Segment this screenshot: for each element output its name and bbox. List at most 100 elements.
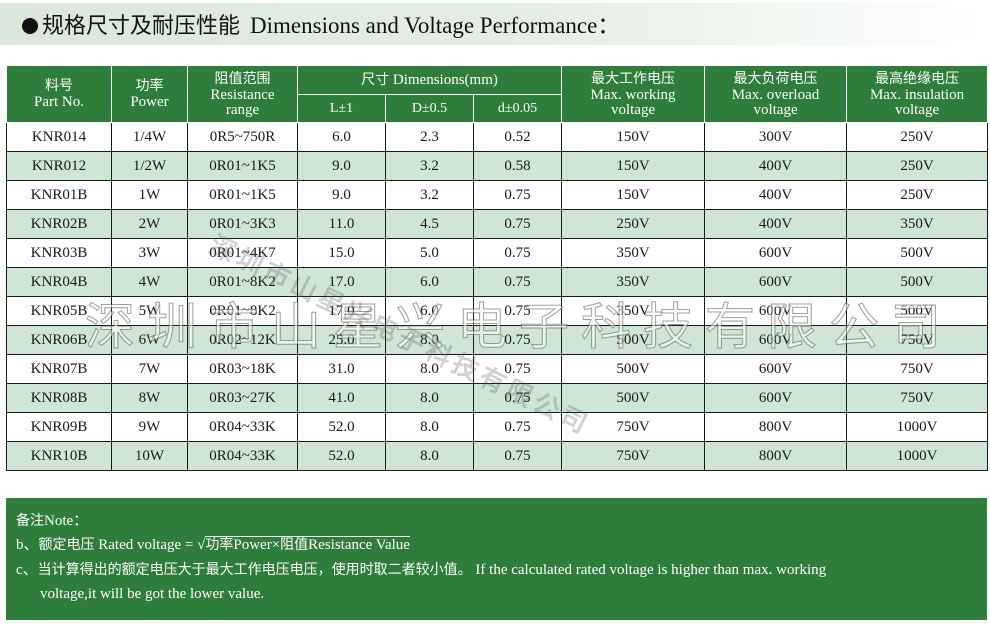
cell-power: 7W — [111, 354, 188, 384]
spec-table-body: KNR014 1/4W 0R5~750R 6.0 2.3 0.52 150V 300V 250V… — [6, 122, 989, 471]
cell-diameter: 4.5 — [385, 209, 474, 239]
cell-resistance: 0R04~33K — [187, 412, 298, 442]
cell-lead-diameter: 0.75 — [472, 180, 563, 210]
cell-working-voltage: 500V — [561, 383, 706, 413]
cell-overload-voltage: 800V — [704, 441, 848, 471]
cell-length: 17.0 — [297, 267, 386, 297]
cell-diameter: 3.2 — [385, 180, 474, 210]
cell-length: 52.0 — [297, 412, 386, 442]
header-max-insulation-voltage: 最高绝缘电压 Max. insulation voltage — [846, 65, 989, 123]
notes-box: 备注Note： b、额定电压 Rated voltage = √功率Power×… — [6, 498, 987, 620]
cell-working-voltage: 500V — [561, 325, 706, 355]
cell-insulation-voltage: 500V — [846, 267, 989, 297]
cell-part-no: KNR10B — [6, 441, 112, 471]
cell-part-no: KNR014 — [6, 122, 112, 152]
bullet-icon — [22, 18, 38, 34]
cell-length: 11.0 — [297, 209, 386, 239]
cell-part-no: KNR03B — [6, 238, 112, 268]
cell-insulation-voltage: 1000V — [846, 412, 989, 442]
cell-lead-diameter: 0.75 — [472, 296, 563, 326]
cell-overload-voltage: 600V — [704, 267, 848, 297]
cell-length: 6.0 — [297, 122, 386, 152]
cell-resistance: 0R03~18K — [187, 354, 298, 384]
table-row: KNR02B 2W 0R01~3K3 11.0 4.5 0.75 250V 400V 350V — [6, 209, 989, 239]
cell-insulation-voltage: 500V — [846, 238, 989, 268]
cell-power: 10W — [111, 441, 188, 471]
table-row: KNR08B 8W 0R03~27K 41.0 8.0 0.75 500V 600V 750V — [6, 383, 989, 413]
cell-working-voltage: 350V — [561, 296, 706, 326]
cell-power: 8W — [111, 383, 188, 413]
cell-overload-voltage: 300V — [704, 122, 848, 152]
cell-length: 31.0 — [297, 354, 386, 384]
cell-power: 5W — [111, 296, 188, 326]
title-en: Dimensions and Voltage Performance： — [250, 13, 621, 38]
table-row: KNR10B 10W 0R04~33K 52.0 8.0 0.75 750V 800V 1000… — [6, 441, 989, 471]
cell-part-no: KNR04B — [6, 267, 112, 297]
cell-resistance: 0R04~33K — [187, 441, 298, 471]
table-row: KNR04B 4W 0R01~8K2 17.0 6.0 0.75 350V 600V 500V — [6, 267, 989, 297]
cell-lead-diameter: 0.58 — [472, 151, 563, 181]
cell-insulation-voltage: 250V — [846, 180, 989, 210]
cell-part-no: KNR06B — [6, 325, 112, 355]
cell-part-no: KNR05B — [6, 296, 112, 326]
cell-working-voltage: 250V — [561, 209, 706, 239]
cell-working-voltage: 750V — [561, 441, 706, 471]
cell-insulation-voltage: 1000V — [846, 441, 989, 471]
spec-table: 料号 Part No. 功率 Power 阻值范围 Resistance range 尺… — [6, 65, 989, 471]
cell-length: 15.0 — [297, 238, 386, 268]
cell-overload-voltage: 600V — [704, 296, 848, 326]
cell-overload-voltage: 400V — [704, 180, 848, 210]
cell-lead-diameter: 0.75 — [472, 412, 563, 442]
cell-power: 1/2W — [111, 151, 188, 181]
cell-lead-diameter: 0.75 — [472, 267, 563, 297]
cell-insulation-voltage: 750V — [846, 383, 989, 413]
title-zh: 规格尺寸及耐压性能 — [42, 14, 241, 39]
cell-working-voltage: 150V — [561, 151, 706, 181]
cell-insulation-voltage: 500V — [846, 296, 989, 326]
cell-part-no: KNR01B — [6, 180, 112, 210]
header-resistance: 阻值范围 Resistance range — [187, 65, 298, 123]
cell-diameter: 8.0 — [385, 441, 474, 471]
cell-overload-voltage: 600V — [704, 238, 848, 268]
cell-part-no: KNR012 — [6, 151, 112, 181]
cell-overload-voltage: 600V — [704, 383, 848, 413]
cell-overload-voltage: 600V — [704, 354, 848, 384]
cell-length: 17.0 — [297, 296, 386, 326]
table-row: KNR03B 3W 0R01~4K7 15.0 5.0 0.75 350V 600V 500V — [6, 238, 989, 268]
cell-insulation-voltage: 750V — [846, 354, 989, 384]
cell-working-voltage: 500V — [561, 354, 706, 384]
cell-length: 9.0 — [297, 180, 386, 210]
cell-lead-diameter: 0.75 — [472, 383, 563, 413]
cell-resistance: 0R01~3K3 — [187, 209, 298, 239]
cell-part-no: KNR08B — [6, 383, 112, 413]
cell-diameter: 8.0 — [385, 325, 474, 355]
cell-insulation-voltage: 250V — [846, 151, 989, 181]
cell-insulation-voltage: 750V — [846, 325, 989, 355]
cell-power: 4W — [111, 267, 188, 297]
cell-diameter: 8.0 — [385, 354, 474, 384]
cell-working-voltage: 150V — [561, 122, 706, 152]
header-max-overload-voltage: 最大负荷电压 Max. overload voltage — [704, 65, 848, 123]
cell-lead-diameter: 0.75 — [472, 209, 563, 239]
cell-power: 3W — [111, 238, 188, 268]
cell-length: 41.0 — [297, 383, 386, 413]
header-lead-diameter: d±0.05 — [472, 94, 563, 123]
table-row: KNR05B 5W 0R01~8K2 17.0 6.0 0.75 350V 600V 500V — [6, 296, 989, 326]
notes-heading: 备注Note： — [16, 513, 89, 529]
page-title: 规格尺寸及耐压性能 Dimensions and Voltage Performa… — [22, 13, 620, 40]
cell-power: 1/4W — [111, 122, 188, 152]
title-bar: 规格尺寸及耐压性能 Dimensions and Voltage Performa… — [0, 3, 990, 45]
cell-diameter: 2.3 — [385, 122, 474, 152]
cell-power: 9W — [111, 412, 188, 442]
table-row: KNR07B 7W 0R03~18K 31.0 8.0 0.75 500V 600V 750V — [6, 354, 989, 384]
header-dimensions: 尺寸 Dimensions(mm) — [296, 65, 563, 95]
cell-lead-diameter: 0.75 — [472, 354, 563, 384]
cell-insulation-voltage: 350V — [846, 209, 989, 239]
table-row: KNR06B 6W 0R02~12K 25.0 8.0 0.75 500V 600V 750V — [6, 325, 989, 355]
header-diameter: D±0.5 — [385, 94, 474, 123]
cell-power: 2W — [111, 209, 188, 239]
cell-length: 52.0 — [297, 441, 386, 471]
cell-part-no: KNR07B — [6, 354, 112, 384]
cell-working-voltage: 150V — [561, 180, 706, 210]
header-max-working-voltage: 最大工作电压 Max. working voltage — [561, 65, 706, 123]
